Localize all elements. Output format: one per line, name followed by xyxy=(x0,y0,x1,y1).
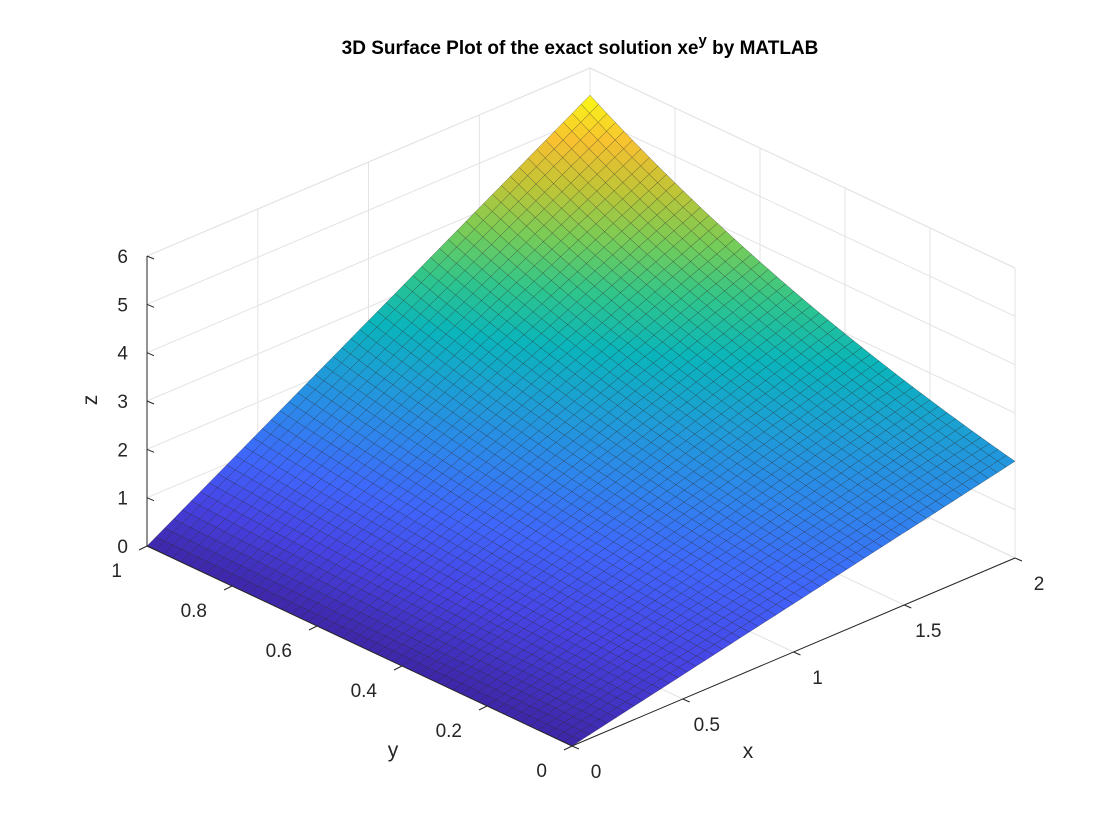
z-tick-mark xyxy=(146,255,155,260)
y-axis-line xyxy=(146,545,573,747)
z-tick-mark xyxy=(146,497,155,502)
z-axis-label: z xyxy=(79,395,102,406)
y-tick-mark xyxy=(223,585,233,591)
z-tick-label: 3 xyxy=(117,392,128,413)
y-tick-label: 0.4 xyxy=(351,681,378,702)
y-axis-label: y xyxy=(388,739,399,762)
y-tick-label: 1 xyxy=(111,561,122,582)
z-tick-label: 5 xyxy=(117,295,128,316)
z-tick-label: 2 xyxy=(117,440,128,461)
y-tick-mark xyxy=(563,745,573,751)
x-tick-label: 0 xyxy=(591,762,602,783)
y-tick-mark xyxy=(138,545,148,551)
z-tick-mark xyxy=(146,545,155,550)
y-tick-mark xyxy=(478,705,488,711)
y-tick-label: 0.2 xyxy=(436,721,462,742)
x-tick-mark xyxy=(904,604,912,609)
y-tick-mark xyxy=(393,665,403,671)
x-tick-mark xyxy=(793,651,801,656)
x-axis-label: x xyxy=(743,740,754,763)
x-tick-label: 1 xyxy=(812,668,823,689)
x-tick-label: 2 xyxy=(1034,574,1045,595)
chart-title: 3D Surface Plot of the exact solution xe… xyxy=(342,32,819,59)
z-tick-label: 1 xyxy=(117,489,128,510)
chart-title-suffix: by MATLAB xyxy=(707,38,819,59)
z-tick-mark xyxy=(146,352,155,357)
x-tick-mark xyxy=(571,745,580,750)
z-tick-mark xyxy=(146,448,155,453)
x-tick-mark xyxy=(1014,557,1023,562)
z-tick-label: 6 xyxy=(117,247,128,268)
y-tick-label: 0.8 xyxy=(181,601,207,622)
chart-title-prefix: 3D Surface Plot of the exact solution xe xyxy=(342,38,699,59)
axis-layer: 0 0.5 1 1.5 2 0 0.2 0.4 0.6 0.8 1 0 1 2 3 4 5 6 xyxy=(111,247,1044,783)
z-tick-label: 0 xyxy=(117,537,128,558)
surface-mesh xyxy=(146,94,1016,747)
z-tick-label: 4 xyxy=(117,344,128,365)
z-tick-mark xyxy=(146,303,155,308)
x-tick-label: 0.5 xyxy=(694,715,720,736)
z-tick-mark xyxy=(146,400,155,405)
y-tick-label: 0.6 xyxy=(266,641,292,662)
x-tick-mark xyxy=(682,698,690,703)
box-edge xyxy=(589,67,1016,269)
y-tick-label: 0 xyxy=(536,761,547,782)
box-edge xyxy=(146,67,591,257)
x-tick-label: 1.5 xyxy=(915,621,941,642)
grid-line xyxy=(589,115,1016,317)
chart-title-superscript: y xyxy=(699,32,708,49)
y-tick-mark xyxy=(308,625,318,631)
